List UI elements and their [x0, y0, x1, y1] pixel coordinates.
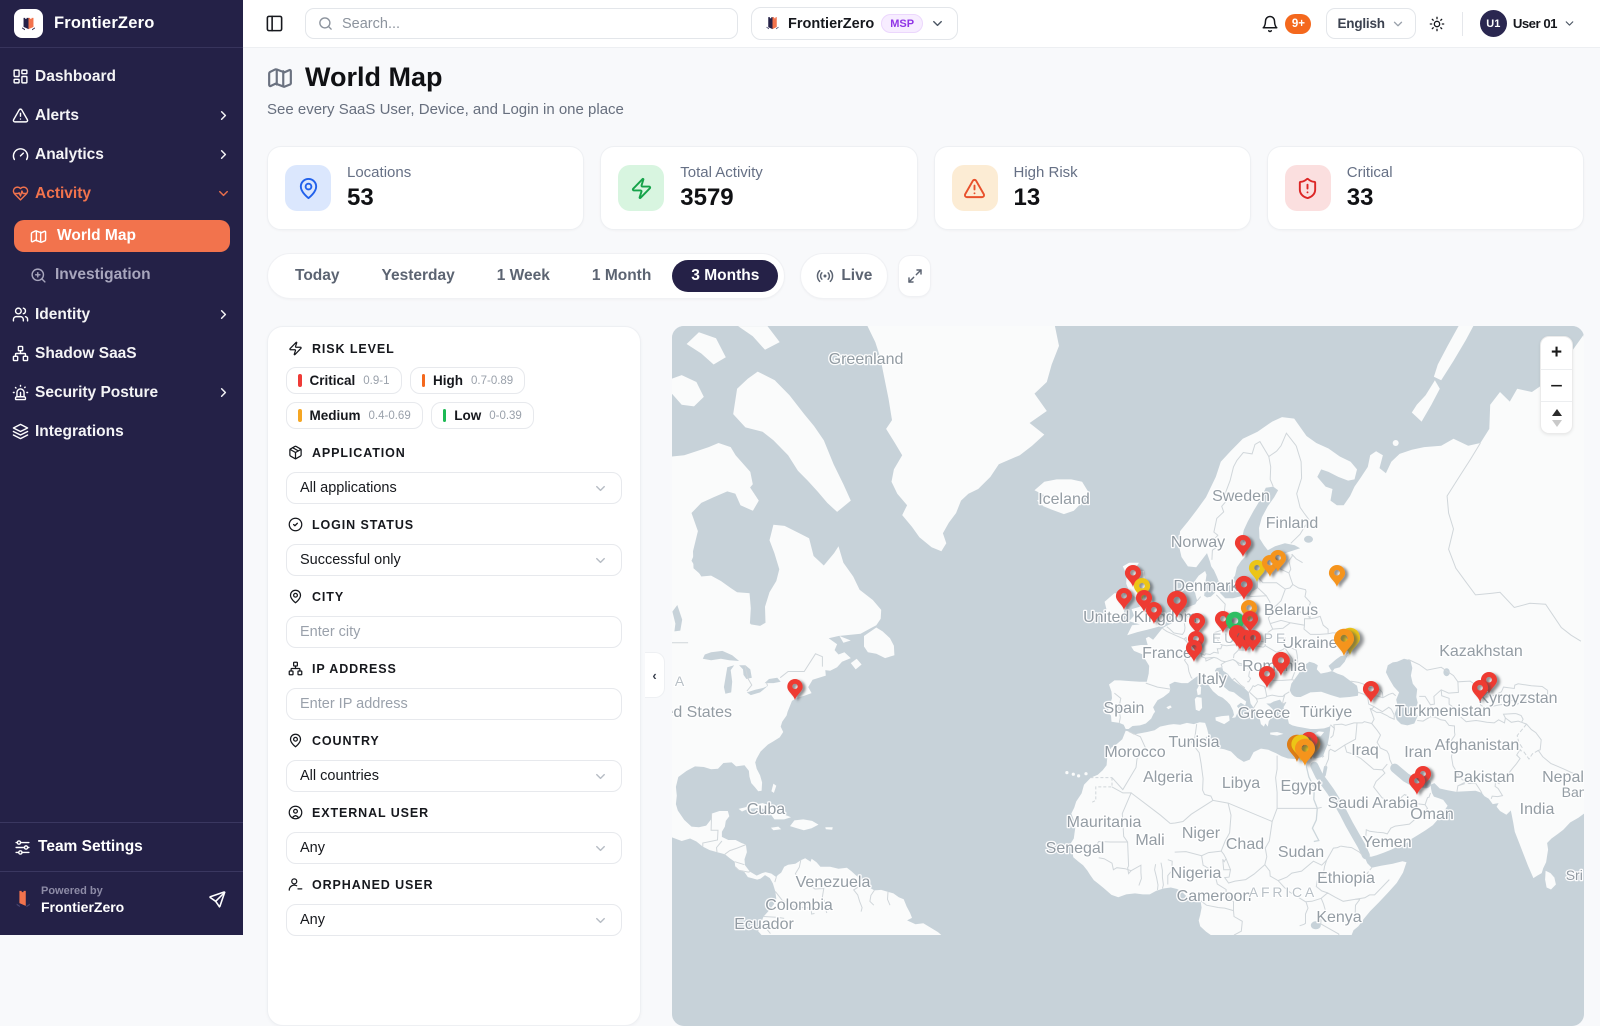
svg-text:Cuba: Cuba — [747, 801, 785, 818]
svg-text:Chad: Chad — [1226, 836, 1264, 853]
svg-text:Spain: Spain — [1104, 700, 1145, 717]
svg-text:Norway: Norway — [1171, 534, 1225, 551]
svg-text:Iran: Iran — [1404, 744, 1432, 761]
svg-text:Denmark: Denmark — [1174, 578, 1240, 595]
svg-text:Morocco: Morocco — [1104, 744, 1165, 761]
svg-text:Yemen: Yemen — [1362, 834, 1411, 851]
svg-text:AFRICA: AFRICA — [1249, 884, 1317, 900]
svg-text:Ecuador: Ecuador — [734, 916, 794, 933]
svg-text:Libya: Libya — [1222, 775, 1260, 792]
svg-text:Nepal: Nepal — [1542, 769, 1584, 786]
svg-text:Nigeria: Nigeria — [1171, 865, 1222, 882]
svg-text:Turkmenistan: Turkmenistan — [1395, 703, 1491, 720]
svg-text:Afghanistan: Afghanistan — [1435, 737, 1520, 754]
svg-text:Iraq: Iraq — [1351, 742, 1379, 759]
svg-text:Belarus: Belarus — [1264, 602, 1318, 619]
svg-text:Türkiye: Türkiye — [1300, 704, 1353, 721]
svg-text:Kazakhstan: Kazakhstan — [1439, 643, 1523, 660]
svg-text:United States: United States — [672, 704, 732, 721]
svg-text:Finland: Finland — [1266, 515, 1318, 532]
svg-text:Iceland: Iceland — [1038, 491, 1090, 508]
svg-text:Oman: Oman — [1410, 806, 1454, 823]
svg-text:Sweden: Sweden — [1212, 488, 1270, 505]
svg-text:Sri La: Sri La — [1566, 867, 1584, 883]
svg-text:Greece: Greece — [1238, 705, 1291, 722]
svg-text:Romania: Romania — [1242, 658, 1306, 675]
svg-text:Algeria: Algeria — [1143, 769, 1193, 786]
svg-text:Senegal: Senegal — [1046, 840, 1105, 857]
svg-text:A: A — [675, 673, 687, 689]
svg-text:Mauritania: Mauritania — [1067, 814, 1142, 831]
svg-text:Bang: Bang — [1562, 784, 1584, 800]
svg-text:Ethiopia: Ethiopia — [1317, 870, 1375, 887]
svg-text:Colombia: Colombia — [765, 897, 833, 914]
svg-text:Niger: Niger — [1182, 825, 1221, 842]
svg-text:Egypt: Egypt — [1281, 778, 1322, 795]
svg-text:Ukraine: Ukraine — [1282, 635, 1337, 652]
svg-text:Tunisia: Tunisia — [1169, 734, 1220, 751]
svg-text:France: France — [1142, 645, 1192, 662]
svg-text:Mali: Mali — [1135, 832, 1164, 849]
svg-text:Cameroon: Cameroon — [1177, 888, 1252, 905]
svg-text:India: India — [1520, 801, 1555, 818]
svg-text:Italy: Italy — [1197, 671, 1226, 688]
svg-text:Venezuela: Venezuela — [796, 874, 871, 891]
svg-text:Saudi Arabia: Saudi Arabia — [1328, 795, 1419, 812]
svg-text:Sudan: Sudan — [1278, 844, 1324, 861]
svg-text:United Kingdom: United Kingdom — [1083, 609, 1197, 626]
svg-text:Kyrgyzstan: Kyrgyzstan — [1478, 690, 1557, 707]
svg-text:Pakistan: Pakistan — [1453, 769, 1514, 786]
svg-text:Greenland: Greenland — [829, 351, 904, 368]
svg-text:Kenya: Kenya — [1316, 909, 1361, 926]
